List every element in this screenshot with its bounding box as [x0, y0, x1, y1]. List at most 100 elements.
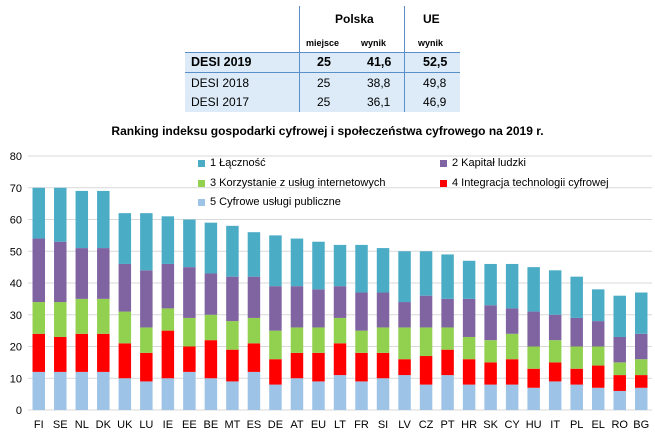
bar-segment	[462, 359, 476, 385]
subheader-wynik-ue: wynik	[418, 38, 444, 48]
bar-segment	[269, 235, 282, 287]
bar-segment	[312, 352, 325, 382]
bar-segment	[527, 346, 540, 369]
legend-swatch	[198, 159, 205, 167]
bar-segment	[247, 371, 261, 410]
legend-label: 5 Cyfrowe usługi publiczne	[210, 196, 341, 208]
bar-segment	[441, 375, 454, 410]
bar-segment	[635, 375, 648, 388]
bar-segment	[613, 375, 626, 391]
subheader-miejsce: miejsce	[306, 38, 340, 48]
bar-segment	[226, 349, 239, 382]
x-tick-label: AT	[290, 419, 304, 431]
bar-segment	[312, 241, 325, 290]
bar-segment	[118, 213, 132, 264]
bar-segment	[355, 381, 368, 410]
bar-segment	[570, 276, 583, 318]
bar-segment	[355, 330, 368, 353]
bar-segment	[269, 330, 282, 360]
bar-segment	[613, 362, 626, 376]
y-tick-label: 50	[10, 246, 22, 258]
bar-segment	[290, 238, 304, 287]
x-tick-label: SI	[378, 419, 388, 431]
bar-segment	[484, 305, 497, 341]
row-miejsce: 25	[317, 76, 331, 90]
x-tick-label: FR	[354, 419, 369, 431]
bar-segment	[161, 330, 175, 379]
bar-segment	[226, 276, 239, 322]
row-miejsce: 25	[317, 95, 331, 109]
bar-segment	[484, 362, 497, 385]
table-rule	[185, 72, 460, 73]
bar-segment	[75, 333, 89, 372]
row-ue: 52,5	[423, 55, 448, 69]
bar-segment	[505, 308, 519, 334]
bar-segment	[161, 263, 175, 309]
bar-segment	[75, 371, 89, 410]
bar-segment	[290, 352, 304, 379]
x-tick-label: BE	[204, 419, 219, 431]
bar-segment	[118, 263, 132, 312]
bar-segment	[376, 327, 390, 353]
x-tick-label: LT	[334, 419, 346, 431]
bar-segment	[54, 371, 67, 410]
bar-segment	[419, 327, 433, 357]
bar-segment	[183, 267, 196, 318]
bar-segment	[570, 384, 583, 410]
bar-segment	[97, 333, 110, 372]
row-label: DESI 2018	[191, 76, 250, 90]
legend-item-lacznosc: 1 Łączność	[198, 157, 266, 169]
x-tick-label: NL	[75, 419, 89, 431]
bar-segment	[54, 241, 67, 303]
x-tick-label: HR	[461, 419, 477, 431]
bar-segment	[97, 248, 110, 299]
bar-segment	[484, 263, 497, 306]
bar-segment	[376, 378, 390, 410]
x-tick-label: IT	[550, 419, 560, 431]
legend-item-kapital-ludzki: 2 Kapitał ludzki	[440, 157, 526, 169]
bar-segment	[527, 311, 540, 347]
bar-segment	[419, 295, 433, 328]
bar-segment	[97, 298, 110, 334]
bar-segment	[462, 260, 476, 299]
row-wynik: 36,1	[367, 95, 391, 109]
bar-segment	[398, 302, 411, 328]
bar-segment	[290, 327, 304, 353]
bar-segment	[97, 371, 110, 410]
table-divider	[404, 6, 405, 112]
bar-segment	[333, 286, 347, 318]
bar-segment	[398, 359, 411, 376]
legend-swatch	[198, 198, 205, 206]
bar-segment	[118, 343, 132, 379]
bar-segment	[398, 251, 411, 303]
bar-segment	[204, 273, 218, 315]
bar-segment	[54, 187, 67, 242]
bar-segment	[376, 248, 390, 293]
bar-segment	[32, 238, 45, 303]
bar-segment	[527, 267, 540, 312]
bar-segment	[527, 387, 540, 410]
y-tick-label: 40	[10, 278, 22, 290]
bar-segment	[635, 292, 648, 334]
bar-segment	[54, 302, 67, 337]
bar-segment	[505, 384, 519, 410]
bar-segment	[505, 263, 519, 309]
bar-segment	[118, 378, 132, 410]
x-tick-label: LV	[398, 419, 411, 431]
x-tick-label: SK	[483, 419, 498, 431]
bar-segment	[32, 302, 45, 334]
bar-segment	[290, 378, 304, 410]
x-tick-label: LU	[139, 419, 153, 431]
bar-segment	[226, 321, 239, 350]
bar-segment	[355, 244, 368, 293]
summary-rows-band	[185, 72, 460, 112]
bar-segment	[312, 289, 325, 328]
bar-segment	[548, 270, 562, 315]
bar-segment	[570, 317, 583, 347]
row-wynik: 41,6	[367, 55, 392, 69]
bar-segment	[462, 298, 476, 337]
bar-segment	[441, 327, 454, 350]
bar-segment	[376, 292, 390, 328]
bar-segment	[548, 362, 562, 382]
